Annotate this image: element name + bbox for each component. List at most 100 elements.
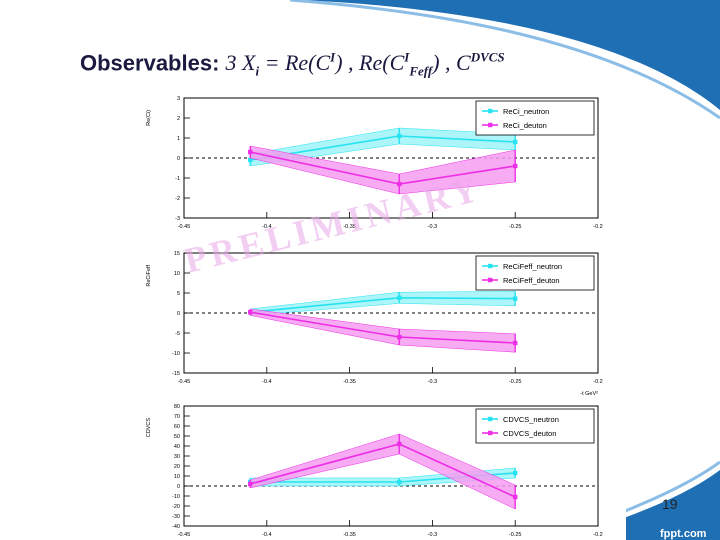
y-tick-label: 0: [177, 484, 180, 490]
y-tick-label: -3: [175, 216, 180, 222]
data-point: [397, 295, 402, 300]
data-point: [397, 334, 402, 340]
chart-panel-2: -15 -10 -5 0 5 10 15 -0.45 -0.4 -0.35 -0.3 -0.25 -0.…: [146, 251, 603, 397]
slide-title: Observables: 3 Xi = Re(CI) , Re(CIFeff) …: [80, 50, 505, 80]
formula-part: 3 X: [225, 50, 256, 76]
legend-swatch-marker: [488, 277, 493, 283]
legend-swatch-marker: [488, 430, 493, 436]
data-point: [513, 296, 518, 301]
y-tick-label: -2: [175, 196, 180, 202]
y-tick-label: 10: [174, 474, 180, 480]
data-point: [513, 139, 518, 145]
x-tick-label: -0.3: [428, 224, 437, 230]
x-tick-label: -0.25: [509, 532, 522, 538]
legend-box: [475, 255, 595, 291]
y-tick-label: 5: [177, 291, 180, 297]
x-tick-label: -0.35: [343, 532, 356, 538]
fppt-logo: fppt.com: [660, 528, 707, 540]
x-tick-label: -0.25: [509, 224, 522, 230]
legend-entry: ReCi_neutron: [503, 107, 549, 116]
x-tick-label: -0.3: [428, 532, 437, 538]
data-point: [397, 441, 402, 447]
x-tick-label: -0.2: [593, 224, 602, 230]
x-tick-label: -0.35: [343, 379, 356, 385]
x-tick-label: -0.35: [343, 224, 356, 230]
legend-swatch-marker: [488, 263, 493, 269]
slide-title-lead: Observables:: [80, 50, 226, 76]
y-tick-label: 1: [177, 136, 180, 142]
data-point: [248, 149, 253, 155]
y-tick-label: -5: [175, 331, 180, 337]
x-tick-label: -0.2: [593, 379, 602, 385]
y-tick-label: 30: [174, 454, 180, 460]
y-tick-label: -30: [172, 514, 180, 520]
legend-swatch-marker: [488, 122, 493, 128]
x-tick-label: -0.4: [262, 379, 271, 385]
y-tick-label: 70: [174, 414, 180, 420]
legend-entry: ReCi_deuton: [503, 121, 547, 130]
legend: CDVCS_neutron CDVCS_deuton: [475, 408, 595, 444]
legend-entry: CDVCS_neutron: [503, 415, 559, 424]
legend-entry: ReCiFeff_neutron: [503, 262, 562, 271]
y-tick-label: 0: [177, 311, 180, 317]
legend-entry: ReCiFeff_deuton: [503, 276, 560, 285]
y-tick-label: -10: [172, 494, 180, 500]
formula-part: ) , Re(C: [335, 50, 405, 76]
legend-box: [475, 100, 595, 136]
y-tick-label: -40: [172, 524, 180, 530]
y-tick-label: 60: [174, 424, 180, 430]
y-axis-label: Re(Ci): [146, 110, 152, 126]
x-tick-label: -0.45: [178, 224, 191, 230]
formula-sup: I: [404, 50, 410, 65]
y-tick-label: 15: [174, 251, 180, 257]
data-point: [248, 157, 253, 163]
y-tick-label: -15: [172, 371, 180, 377]
x-tick-label: -0.45: [178, 532, 191, 538]
data-point: [248, 310, 253, 315]
data-point: [397, 181, 402, 187]
y-tick-label: -1: [175, 176, 180, 182]
page-number: 19: [662, 496, 678, 512]
y-tick-label: 0: [177, 156, 180, 162]
y-tick-label: 80: [174, 404, 180, 410]
y-tick-label: 20: [174, 464, 180, 470]
x-tick-label: -0.25: [509, 379, 522, 385]
formula-part: = Re(C: [259, 50, 331, 76]
x-tick-label: -0.2: [593, 532, 602, 538]
data-point: [513, 470, 518, 476]
x-tick-label: -0.4: [262, 532, 271, 538]
data-point: [397, 479, 402, 485]
legend-entry: CDVCS_deuton: [503, 429, 556, 438]
formula-sup: I: [330, 50, 336, 65]
formula-sub: Feff: [409, 63, 433, 79]
y-tick-label: 10: [174, 271, 180, 277]
y-tick-label: 2: [177, 116, 180, 122]
y-tick-label: 50: [174, 434, 180, 440]
legend-swatch-marker: [488, 108, 493, 114]
legend-swatch-marker: [488, 416, 493, 422]
data-point: [248, 481, 253, 487]
figure-panel: -3 -2 -1 0 1 2 3 -0.45 -0.4 -0.35 -0.3 -0.25 -0.2 Re(…: [128, 88, 626, 540]
x-axis-unit: -t GeV²: [580, 391, 598, 397]
y-tick-label: 3: [177, 96, 180, 102]
legend-box: [475, 408, 595, 444]
x-tick-label: -0.3: [428, 379, 437, 385]
x-tick-label: -0.45: [178, 379, 191, 385]
slide-title-formula: 3 Xi = Re(CI) , Re(CIFeff) , CDVCS: [225, 50, 505, 79]
y-tick-label: -20: [172, 504, 180, 510]
formula-sub: i: [255, 63, 260, 79]
data-point: [513, 494, 518, 500]
formula-part: ) , C: [432, 50, 471, 76]
chart-panel-3: -40 -30 -20 -10 0 10 20 30 40 50 60 70 80 -0.45 -0.4 -0…: [146, 404, 603, 538]
data-point: [513, 163, 518, 169]
y-tick-label: 40: [174, 444, 180, 450]
data-point: [397, 133, 402, 139]
chart-panel-1: -3 -2 -1 0 1 2 3 -0.45 -0.4 -0.35 -0.3 -0.25 -0.2 Re(…: [146, 96, 603, 230]
y-axis-label: ReCiFeff: [146, 265, 152, 287]
formula-sup: DVCS: [470, 50, 505, 65]
legend: ReCiFeff_neutron ReCiFeff_deuton: [475, 255, 595, 291]
legend: ReCi_neutron ReCi_deuton: [475, 100, 595, 136]
x-tick-label: -0.4: [262, 224, 271, 230]
y-axis-label: CDVCS: [146, 418, 152, 438]
